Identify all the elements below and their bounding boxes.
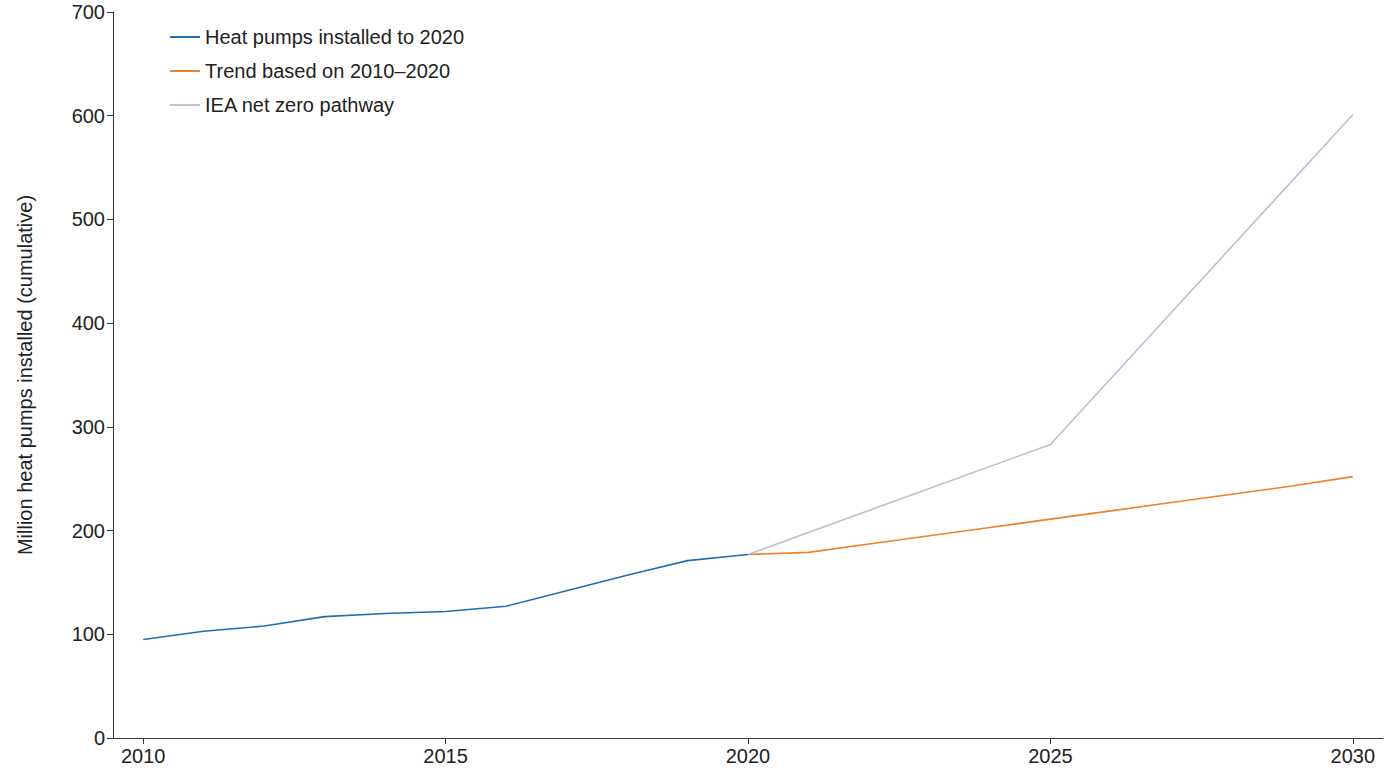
svg-text:0: 0: [94, 727, 105, 749]
svg-text:100: 100: [72, 623, 105, 645]
svg-text:400: 400: [72, 312, 105, 334]
svg-text:2030: 2030: [1331, 745, 1376, 767]
svg-text:Heat pumps installed to 2020: Heat pumps installed to 2020: [205, 26, 464, 48]
svg-text:2010: 2010: [121, 745, 166, 767]
svg-text:2015: 2015: [423, 745, 468, 767]
svg-text:700: 700: [72, 1, 105, 23]
svg-text:500: 500: [72, 208, 105, 230]
svg-text:300: 300: [72, 416, 105, 438]
svg-text:200: 200: [72, 520, 105, 542]
svg-text:2020: 2020: [726, 745, 771, 767]
svg-text:Trend based on 2010–2020: Trend based on 2010–2020: [205, 60, 450, 82]
svg-text:Million heat pumps installed (: Million heat pumps installed (cumulative…: [14, 195, 36, 555]
svg-text:IEA net zero pathway: IEA net zero pathway: [205, 94, 394, 116]
svg-text:2025: 2025: [1028, 745, 1073, 767]
svg-text:600: 600: [72, 105, 105, 127]
